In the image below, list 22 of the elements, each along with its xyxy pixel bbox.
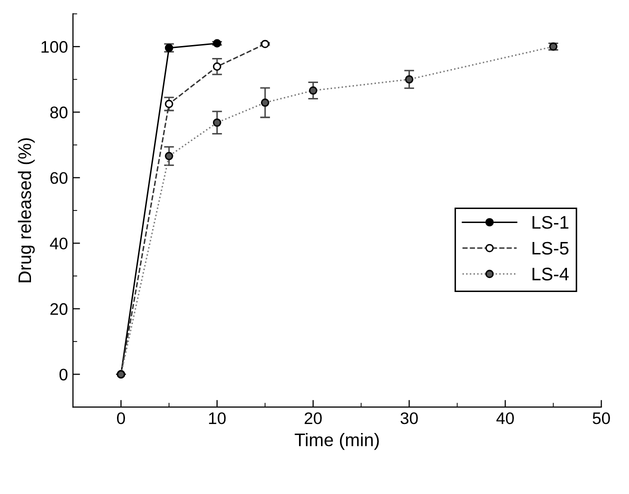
y-tick-label: 100 (42, 41, 68, 53)
y-tick-label: 0 (59, 368, 68, 380)
x-tick-label: 40 (496, 412, 514, 424)
legend-label: LS-4 (532, 268, 569, 280)
legend-label: LS-5 (532, 242, 568, 255)
x-tick-label: 10 (209, 412, 226, 424)
x-tick-label: 20 (304, 412, 322, 424)
point (308, 86, 318, 95)
x-tick-label: 0 (117, 412, 125, 424)
legend-label: LS-1 (532, 216, 568, 229)
point (212, 118, 222, 127)
x-tick-label: 50 (592, 412, 610, 424)
y-tick-label: 60 (50, 172, 68, 184)
point (260, 98, 270, 107)
point (405, 75, 414, 84)
y-tick-label: 20 (50, 303, 68, 315)
y-tick-label: 40 (50, 238, 68, 250)
x-tick-label: 30 (400, 412, 418, 424)
y-axis-title: Drug released (%) (18, 138, 35, 282)
y-tick-label: 80 (50, 106, 68, 118)
point (164, 152, 174, 160)
x-axis-title: Time (min) (294, 433, 379, 450)
